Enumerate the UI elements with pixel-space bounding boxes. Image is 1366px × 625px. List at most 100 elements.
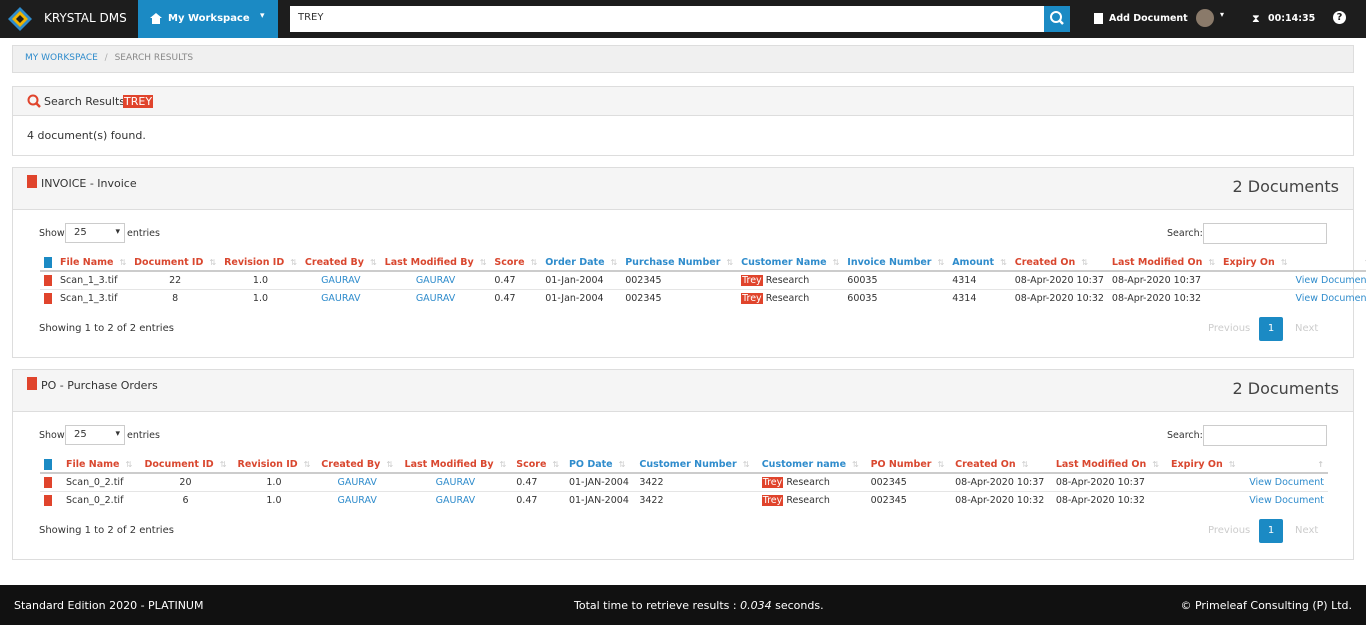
select-caret: ▾	[115, 429, 120, 439]
action-header: ↑	[1242, 457, 1328, 473]
file-icon	[44, 275, 52, 286]
column-header[interactable]: Purchase Number⇅	[621, 255, 737, 271]
panel-header: INVOICE - Invoice2 Documents	[13, 168, 1353, 210]
column-header[interactable]: Created On⇅	[1011, 255, 1108, 271]
cell[interactable]: GAURAV	[399, 491, 513, 509]
view-document[interactable]: View Document	[1291, 289, 1366, 307]
file-icon-cell	[40, 289, 56, 307]
column-header[interactable]: Score⇅	[490, 255, 541, 271]
cell: 08-Apr-2020 10:32	[1108, 289, 1219, 307]
avatar[interactable]	[1196, 9, 1214, 27]
column-header[interactable]: File Name⇅	[62, 457, 139, 473]
result-panel: PO - Purchase Orders2 DocumentsShow25▾en…	[12, 369, 1354, 560]
cell[interactable]: GAURAV	[399, 473, 513, 491]
column-header[interactable]: Last Modified By⇅	[399, 457, 513, 473]
column-header[interactable]: Score⇅	[512, 457, 565, 473]
search-input[interactable]: TREY	[290, 6, 1044, 32]
column-header[interactable]: Order Date⇅	[541, 255, 621, 271]
cell[interactable]: GAURAV	[381, 271, 491, 289]
cell: 60035	[843, 271, 948, 289]
sort-icon: ⇅	[290, 258, 297, 267]
page-button[interactable]: 1	[1259, 519, 1283, 543]
column-header[interactable]: Amount⇅	[948, 255, 1011, 271]
cell: 01-Jan-2004	[541, 289, 621, 307]
panel-count: 2 Documents	[1233, 177, 1340, 196]
icon-header	[40, 255, 56, 271]
view-document[interactable]: View Document	[1242, 491, 1328, 509]
breadcrumb-sep: /	[105, 53, 108, 63]
empty-cell	[1167, 491, 1242, 509]
view-document[interactable]: View Document	[1242, 473, 1328, 491]
highlight: Trey	[741, 275, 763, 286]
column-header[interactable]: Expiry On⇅	[1219, 255, 1291, 271]
next[interactable]: Next	[1295, 323, 1318, 334]
column-header[interactable]: PO Date⇅	[565, 457, 635, 473]
cell: 01-Jan-2004	[541, 271, 621, 289]
column-header[interactable]: Document ID⇅	[139, 457, 232, 473]
panel-count: 2 Documents	[1233, 379, 1340, 398]
previous[interactable]: Previous	[1208, 323, 1250, 334]
sort-icon: ⇅	[1000, 258, 1007, 267]
panel-header: PO - Purchase Orders2 Documents	[13, 370, 1353, 412]
empty-cell	[1219, 289, 1291, 307]
column-header[interactable]: Last Modified On⇅	[1108, 255, 1219, 271]
column-header[interactable]: Last Modified On⇅	[1052, 457, 1167, 473]
doc-icon	[27, 175, 37, 188]
cell: 1.0	[232, 473, 316, 491]
search-button[interactable]	[1044, 6, 1070, 32]
cell[interactable]: GAURAV	[316, 473, 399, 491]
cell[interactable]: GAURAV	[316, 491, 399, 509]
breadcrumb-link[interactable]: MY WORKSPACE	[25, 53, 98, 63]
cell[interactable]: GAURAV	[301, 289, 381, 307]
time-label: Total time to retrieve results :	[574, 599, 737, 612]
add-document[interactable]: Add Document	[1109, 13, 1188, 24]
column-header[interactable]: Customer name⇅	[758, 457, 867, 473]
cell: 002345	[621, 289, 737, 307]
workspace-menu[interactable]: My Workspace ▾	[138, 0, 278, 38]
view-document[interactable]: View Document	[1291, 271, 1366, 289]
sort-icon: ⇅	[1152, 460, 1159, 469]
column-header[interactable]: PO Number⇅	[867, 457, 952, 473]
column-header[interactable]: Created On⇅	[951, 457, 1052, 473]
column-header[interactable]: Customer Number⇅	[635, 457, 757, 473]
table-search[interactable]	[1203, 223, 1327, 244]
help[interactable]: ?	[1333, 11, 1346, 24]
time-unit: seconds.	[775, 599, 823, 612]
sort-icon: ⇅	[220, 460, 227, 469]
cell: 08-Apr-2020 10:32	[1052, 491, 1167, 509]
cell[interactable]: GAURAV	[301, 271, 381, 289]
breadcrumb: MY WORKSPACE / SEARCH RESULTS	[12, 45, 1354, 73]
sort-icon: ⇅	[833, 258, 840, 267]
customer-cell: Trey Research	[758, 473, 867, 491]
column-header[interactable]: Created By⇅	[301, 255, 381, 271]
cell: 01-JAN-2004	[565, 491, 635, 509]
sort-icon: ⇅	[937, 460, 944, 469]
page-size-select[interactable]: 25 ▾	[65, 425, 125, 445]
column-header[interactable]: Last Modified By⇅	[381, 255, 491, 271]
results-table: File Name⇅Document ID⇅Revision ID⇅Create…	[40, 255, 1366, 307]
previous[interactable]: Previous	[1208, 525, 1250, 536]
column-header[interactable]: File Name⇅	[56, 255, 130, 271]
cell: 08-Apr-2020 10:32	[951, 491, 1052, 509]
cell: 08-Apr-2020 10:37	[1011, 271, 1108, 289]
cell[interactable]: GAURAV	[381, 289, 491, 307]
result-row: Scan_0_2.tif201.0GAURAVGAURAV0.4701-JAN-…	[40, 473, 1328, 491]
next[interactable]: Next	[1295, 525, 1318, 536]
page-size-select[interactable]: 25▾	[65, 223, 125, 243]
column-header[interactable]: Document ID⇅	[130, 255, 220, 271]
column-header[interactable]: Revision ID⇅	[232, 457, 316, 473]
column-header[interactable]: Customer Name⇅	[737, 255, 843, 271]
cell: Scan_1_3.tif	[56, 289, 130, 307]
column-header[interactable]: Expiry On⇅	[1167, 457, 1242, 473]
file-icon	[44, 293, 52, 304]
page-size: 25	[74, 429, 87, 440]
column-header[interactable]: Revision ID⇅	[220, 255, 301, 271]
column-header[interactable]: Invoice Number⇅	[843, 255, 948, 271]
page-button[interactable]: 1	[1259, 317, 1283, 341]
table-search[interactable]	[1203, 425, 1327, 446]
column-header[interactable]: Created By⇅	[316, 457, 399, 473]
time-info: Total time to retrieve results : 0.034 s…	[574, 599, 824, 612]
file-icon-cell	[40, 271, 56, 289]
sort-icon: ⇅	[611, 258, 618, 267]
cell: 0.47	[490, 271, 541, 289]
